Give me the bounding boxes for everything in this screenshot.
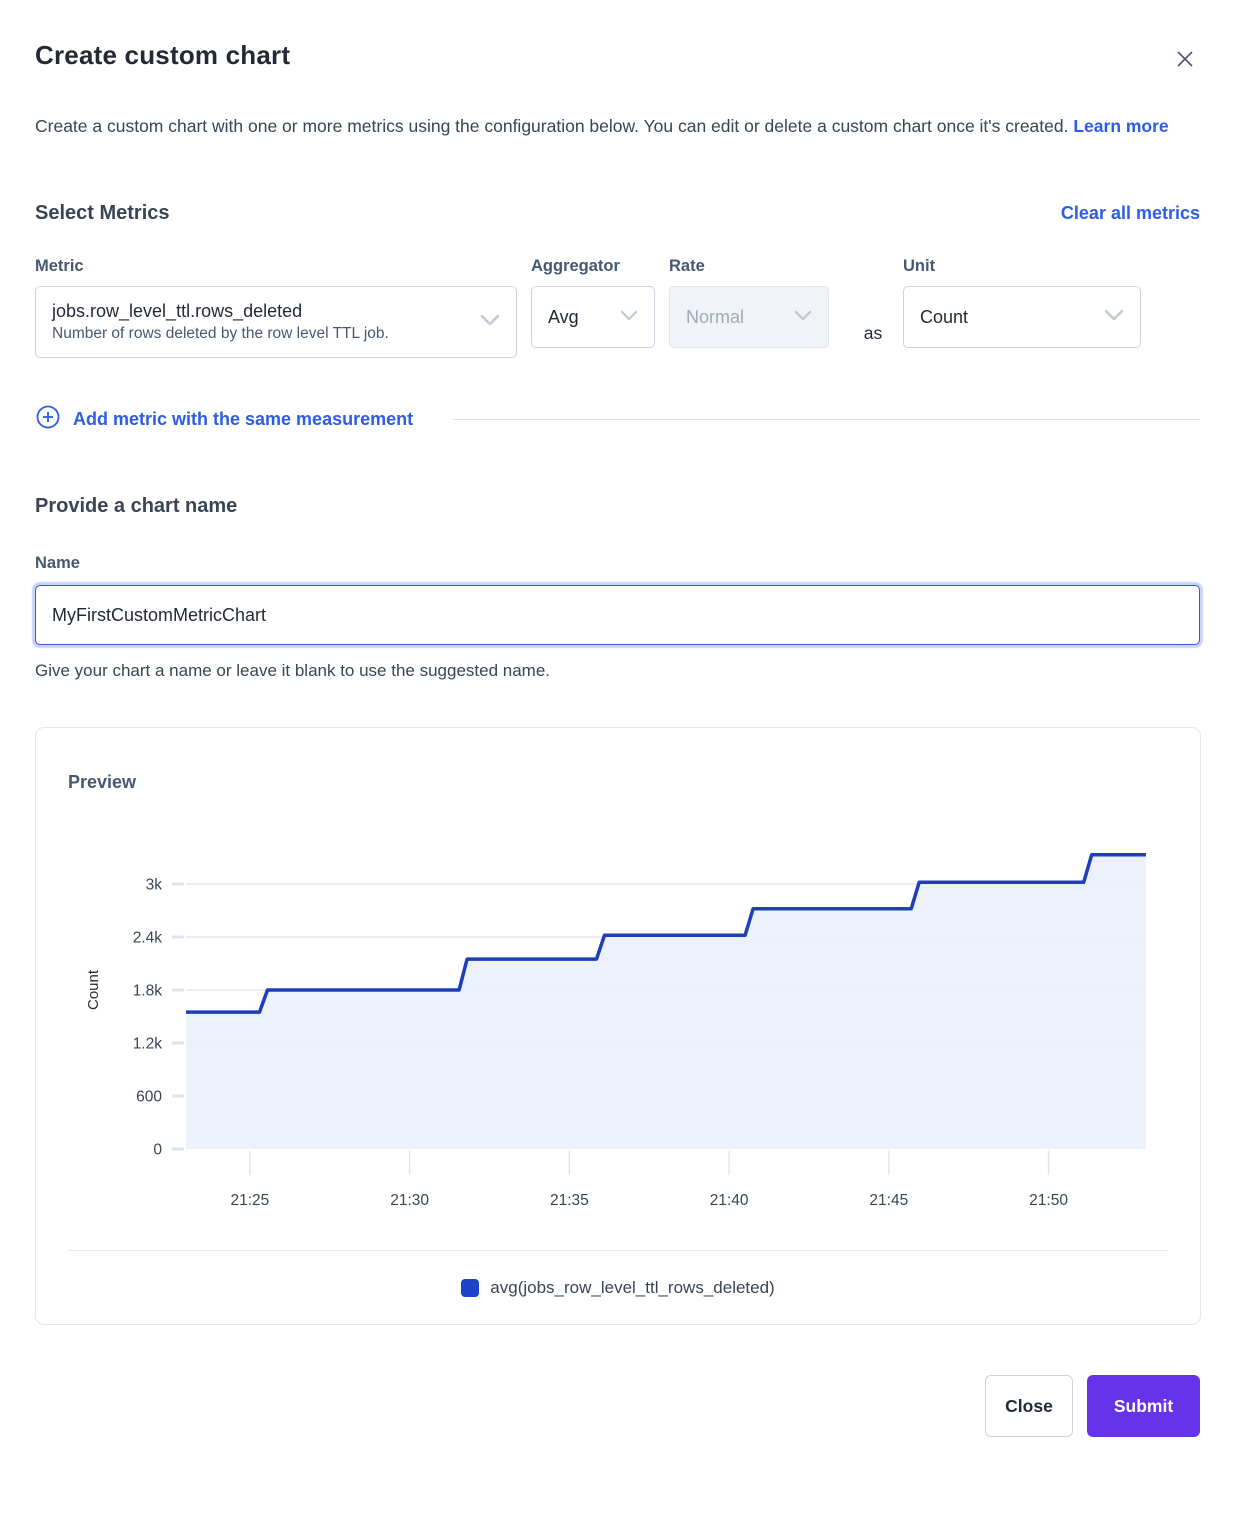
as-text: as: [863, 323, 883, 343]
unit-column: Unit Count: [903, 257, 1141, 348]
svg-text:2.4k: 2.4k: [133, 930, 163, 947]
unit-label: Unit: [903, 257, 936, 275]
chevron-down-icon: [620, 308, 638, 326]
legend-label: avg(jobs_row_level_ttl_rows_deleted): [490, 1277, 775, 1297]
metric-select-description: Number of rows deleted by the row level …: [52, 325, 389, 342]
chevron-down-icon: [480, 313, 500, 331]
svg-text:21:40: 21:40: [710, 1192, 749, 1209]
metric-config-row: Metric jobs.row_level_ttl.rows_deleted N…: [35, 257, 1200, 358]
svg-text:21:50: 21:50: [1029, 1192, 1068, 1209]
legend-swatch: [461, 1278, 480, 1297]
metric-column: Metric jobs.row_level_ttl.rows_deleted N…: [35, 257, 517, 358]
metric-select-value: jobs.row_level_ttl.rows_deleted: [52, 301, 303, 321]
add-metric-button-label: Add metric with the same measurement: [73, 409, 414, 429]
add-metric-row: Add metric with the same measurement: [35, 404, 1200, 435]
svg-text:21:45: 21:45: [869, 1192, 908, 1209]
step-area-chart: 0 600 1.2k 1.8k 2.4k 3k 21:25 21:30 21:35 21:40 21…: [85, 853, 1146, 1209]
preview-chart: 0 600 1.2k 1.8k 2.4k 3k 21:25 21:30 21:35 21:40 21…: [68, 819, 1168, 1219]
rate-select-disabled: Normal: [669, 286, 829, 348]
modal-footer: Close Submit: [35, 1375, 1200, 1437]
plus-circle-icon: [35, 404, 61, 435]
rate-column: Rate Normal: [669, 257, 829, 348]
svg-text:3k: 3k: [146, 877, 163, 894]
svg-text:0: 0: [153, 1142, 162, 1159]
unit-select-value: Count: [920, 306, 969, 327]
modal-description: Create a custom chart with one or more m…: [35, 107, 1195, 146]
aggregator-label: Aggregator: [531, 257, 620, 275]
rate-label: Rate: [669, 257, 705, 275]
svg-text:1.8k: 1.8k: [133, 983, 163, 1000]
aggregator-column: Aggregator Avg: [531, 257, 655, 348]
modal-title: Create custom chart: [35, 40, 291, 70]
name-helper-text: Give your chart a name or leave it blank…: [35, 661, 551, 680]
learn-more-link[interactable]: Learn more: [1073, 116, 1169, 136]
svg-text:1.2k: 1.2k: [133, 1036, 163, 1053]
svg-text:21:30: 21:30: [390, 1192, 429, 1209]
close-icon: [1174, 51, 1196, 73]
svg-text:Count: Count: [85, 969, 102, 1010]
chevron-down-icon: [1104, 308, 1124, 326]
preview-card: Preview 0 600 1.2k 1.8k 2.4k 3k 21:25 21:30 21:3…: [35, 727, 1201, 1325]
select-metrics-header: Select Metrics Clear all metrics: [35, 202, 1200, 225]
add-metric-button[interactable]: Add metric with the same measurement: [35, 404, 413, 435]
metric-select-value-wrap: jobs.row_level_ttl.rows_deleted Number o…: [52, 301, 389, 343]
chart-name-heading: Provide a chart name: [35, 495, 238, 517]
rate-select-value: Normal: [686, 306, 745, 327]
select-metrics-heading: Select Metrics: [35, 202, 170, 224]
name-label: Name: [35, 554, 80, 572]
legend-item[interactable]: avg(jobs_row_level_ttl_rows_deleted): [461, 1277, 775, 1298]
chart-name-input[interactable]: [35, 585, 1200, 645]
metric-select[interactable]: jobs.row_level_ttl.rows_deleted Number o…: [35, 286, 517, 358]
aggregator-select-value: Avg: [548, 306, 579, 327]
aggregator-select[interactable]: Avg: [531, 286, 655, 348]
create-custom-chart-modal: Create custom chart Create a custom char…: [35, 40, 1201, 1437]
close-button[interactable]: Close: [985, 1375, 1073, 1437]
divider: [453, 419, 1200, 420]
svg-text:21:25: 21:25: [230, 1192, 269, 1209]
close-modal-button[interactable]: [1170, 44, 1200, 77]
svg-text:21:35: 21:35: [550, 1192, 589, 1209]
unit-select[interactable]: Count: [903, 286, 1141, 348]
chart-legend-bar: avg(jobs_row_level_ttl_rows_deleted): [68, 1250, 1168, 1324]
preview-heading: Preview: [68, 772, 137, 792]
chevron-down-icon: [794, 308, 812, 326]
submit-button[interactable]: Submit: [1087, 1375, 1200, 1437]
metric-label: Metric: [35, 257, 84, 275]
clear-all-metrics-link[interactable]: Clear all metrics: [1060, 203, 1200, 223]
svg-text:600: 600: [136, 1089, 162, 1106]
modal-header: Create custom chart: [35, 40, 1200, 77]
modal-description-text: Create a custom chart with one or more m…: [35, 116, 1069, 136]
